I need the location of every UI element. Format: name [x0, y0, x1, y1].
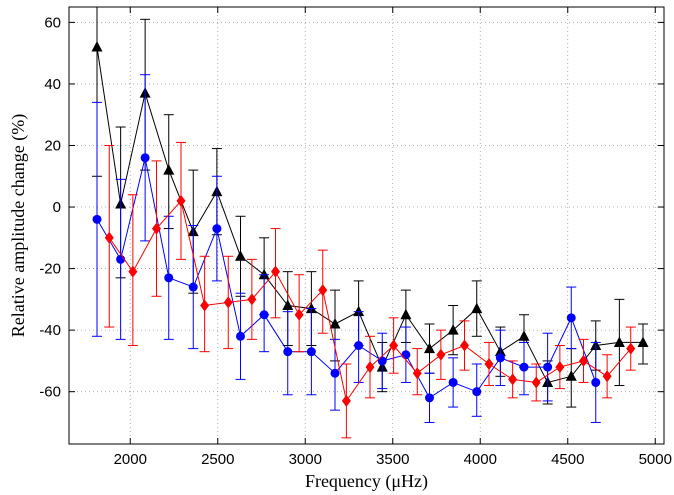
data-point — [235, 250, 246, 261]
data-point — [236, 331, 245, 341]
x-axis-title: Frequency (μHz) — [305, 471, 428, 492]
data-point — [258, 268, 270, 280]
data-point — [436, 348, 446, 361]
data-point — [91, 41, 103, 52]
data-point — [294, 308, 304, 321]
data-point — [555, 361, 565, 374]
x-tick-label: 3000 — [289, 451, 322, 468]
data-point — [104, 231, 114, 244]
y-tick-label: 20 — [44, 137, 61, 154]
data-point — [306, 347, 316, 357]
data-series — [91, 7, 649, 439]
x-tick-label: 4000 — [464, 451, 497, 468]
data-point — [283, 347, 293, 357]
x-tick-label: 2000 — [114, 451, 147, 468]
data-point — [495, 353, 505, 363]
data-point — [626, 342, 636, 355]
data-point — [365, 361, 375, 374]
data-point — [341, 394, 351, 407]
data-point — [212, 224, 222, 234]
data-point — [412, 367, 422, 380]
y-tick-label: -60 — [39, 384, 61, 401]
data-point — [400, 308, 412, 320]
x-tick-label: 5000 — [639, 451, 672, 468]
series-diamond — [104, 141, 636, 439]
data-point — [531, 376, 541, 389]
y-tick-label: 0 — [53, 199, 61, 216]
data-point — [200, 299, 210, 312]
data-point — [518, 330, 530, 341]
x-tick-label: 4500 — [551, 451, 584, 468]
data-point — [472, 387, 482, 397]
axis-ticks: 2000 2500 3000 3500 4000 4500 5000 -60 -40 -20 0 20… — [39, 7, 672, 468]
data-point — [128, 265, 138, 278]
data-point — [92, 214, 102, 224]
x-tick-label: 2500 — [201, 451, 234, 468]
data-point — [484, 357, 494, 370]
data-point — [591, 377, 601, 387]
data-point — [163, 164, 175, 175]
y-tick-label: 60 — [44, 14, 61, 31]
data-point — [164, 273, 174, 283]
data-point — [401, 350, 411, 360]
data-point — [471, 302, 483, 314]
data-point — [565, 370, 577, 381]
data-point — [329, 317, 341, 329]
data-point — [318, 284, 328, 297]
data-point — [425, 393, 434, 403]
data-point — [579, 354, 588, 367]
data-point — [566, 313, 576, 323]
plot-frame — [68, 6, 665, 445]
data-point — [259, 310, 269, 320]
data-point — [613, 336, 625, 347]
grid-lines — [69, 7, 664, 444]
data-point — [176, 194, 186, 207]
data-point — [448, 377, 458, 387]
data-point — [508, 373, 518, 386]
x-tick-label: 3500 — [376, 451, 409, 468]
y-tick-label: -20 — [39, 261, 61, 278]
data-point — [424, 342, 435, 354]
data-point — [223, 296, 233, 309]
data-point — [354, 341, 364, 351]
y-axis-title: Relative amplitude change (%) — [8, 114, 29, 337]
data-point — [330, 368, 340, 378]
data-point — [282, 299, 294, 311]
data-point — [460, 339, 469, 352]
y-tick-label: -40 — [39, 322, 61, 339]
data-point — [637, 336, 649, 347]
data-point — [271, 265, 280, 278]
data-point — [543, 362, 553, 372]
data-point — [389, 339, 399, 352]
data-point — [247, 293, 257, 306]
data-point — [188, 282, 198, 292]
data-point — [305, 302, 317, 314]
plot-area — [69, 7, 664, 444]
data-point — [353, 305, 365, 317]
data-point — [140, 153, 150, 163]
data-point — [152, 222, 161, 235]
data-point — [602, 370, 612, 383]
data-point — [447, 324, 459, 335]
data-point — [519, 362, 529, 372]
y-tick-label: 40 — [44, 76, 61, 93]
data-point — [377, 356, 387, 366]
